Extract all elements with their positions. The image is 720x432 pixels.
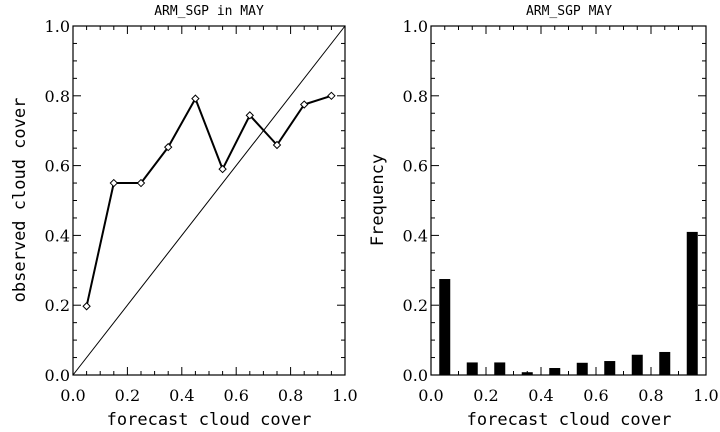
data-point-diamond (299, 100, 309, 109)
frequency-marks (439, 231, 698, 375)
reliability-plot-frame (72, 25, 346, 376)
y-tick-label: 1.0 (45, 17, 70, 36)
reliability-y-axis-title: observed cloud cover (10, 98, 30, 303)
data-point-diamond (245, 111, 255, 120)
data-point-diamond (191, 94, 200, 103)
y-tick-label: 0.4 (45, 226, 70, 245)
x-tick-label: 0.2 (473, 386, 498, 405)
data-point-diamond (272, 140, 282, 150)
bar (521, 372, 533, 375)
x-tick-label: 0.6 (223, 386, 248, 405)
reliability-ticks: 0.0 0.2 0.4 0.6 0.8 1.0 0.0 0.2 0.4 0.6 0.8 1.0 (45, 17, 358, 405)
bar (494, 362, 506, 375)
y-tick-label: 0.0 (403, 366, 428, 385)
bar (466, 362, 478, 375)
y-tick-label: 0.8 (45, 87, 70, 106)
x-tick-label: 0.8 (638, 386, 663, 405)
x-tick-label: 0.4 (528, 386, 553, 405)
x-tick-label: 0.0 (418, 386, 443, 405)
reliability-chart-title: ARM_SGP in MAY (154, 4, 264, 19)
y-tick-label: 0.6 (45, 157, 70, 176)
data-point-diamond (82, 302, 91, 311)
y-tick-label: 0.2 (403, 296, 428, 315)
bar (659, 351, 671, 375)
reliability-x-axis-title: forecast cloud cover (107, 410, 312, 430)
bar (604, 361, 616, 375)
frequency-chart-title: ARM_SGP MAY (526, 4, 612, 19)
bar (631, 354, 643, 375)
series-line (85, 94, 332, 307)
frequency-x-axis-title: forecast cloud cover (467, 410, 672, 430)
y-tick-label: 0.8 (403, 87, 428, 106)
bar (439, 279, 451, 375)
x-tick-label: 0.2 (115, 386, 140, 405)
data-point-diamond (327, 91, 336, 101)
x-tick-label: 1.0 (332, 386, 357, 405)
reference-diagonal-line (72, 25, 346, 376)
bar (549, 368, 561, 375)
reliability-chart: ARM_SGP in MAY forecast cloud cover obse… (10, 4, 358, 430)
x-tick-label: 0.0 (60, 386, 85, 405)
data-point-diamond (109, 178, 119, 188)
y-tick-label: 0.2 (45, 296, 70, 315)
x-tick-label: 1.0 (693, 386, 718, 405)
frequency-y-axis-title: Frequency (368, 154, 388, 246)
frequency-plot-frame (430, 25, 707, 376)
x-tick-label: 0.8 (278, 386, 303, 405)
x-tick-label: 0.4 (169, 386, 194, 405)
y-tick-label: 1.0 (403, 17, 428, 36)
frequency-chart: ARM_SGP MAY forecast cloud cover Frequen… (368, 4, 719, 430)
y-tick-label: 0.4 (403, 226, 428, 245)
reliability-marks (72, 25, 346, 376)
data-point-diamond (218, 164, 227, 174)
bar (686, 231, 698, 375)
bar (576, 362, 588, 375)
data-point-diamond (163, 142, 173, 152)
x-tick-label: 0.6 (583, 386, 608, 405)
data-point-diamond (136, 178, 146, 188)
y-tick-label: 0.6 (403, 157, 428, 176)
y-tick-label: 0.0 (45, 366, 70, 385)
